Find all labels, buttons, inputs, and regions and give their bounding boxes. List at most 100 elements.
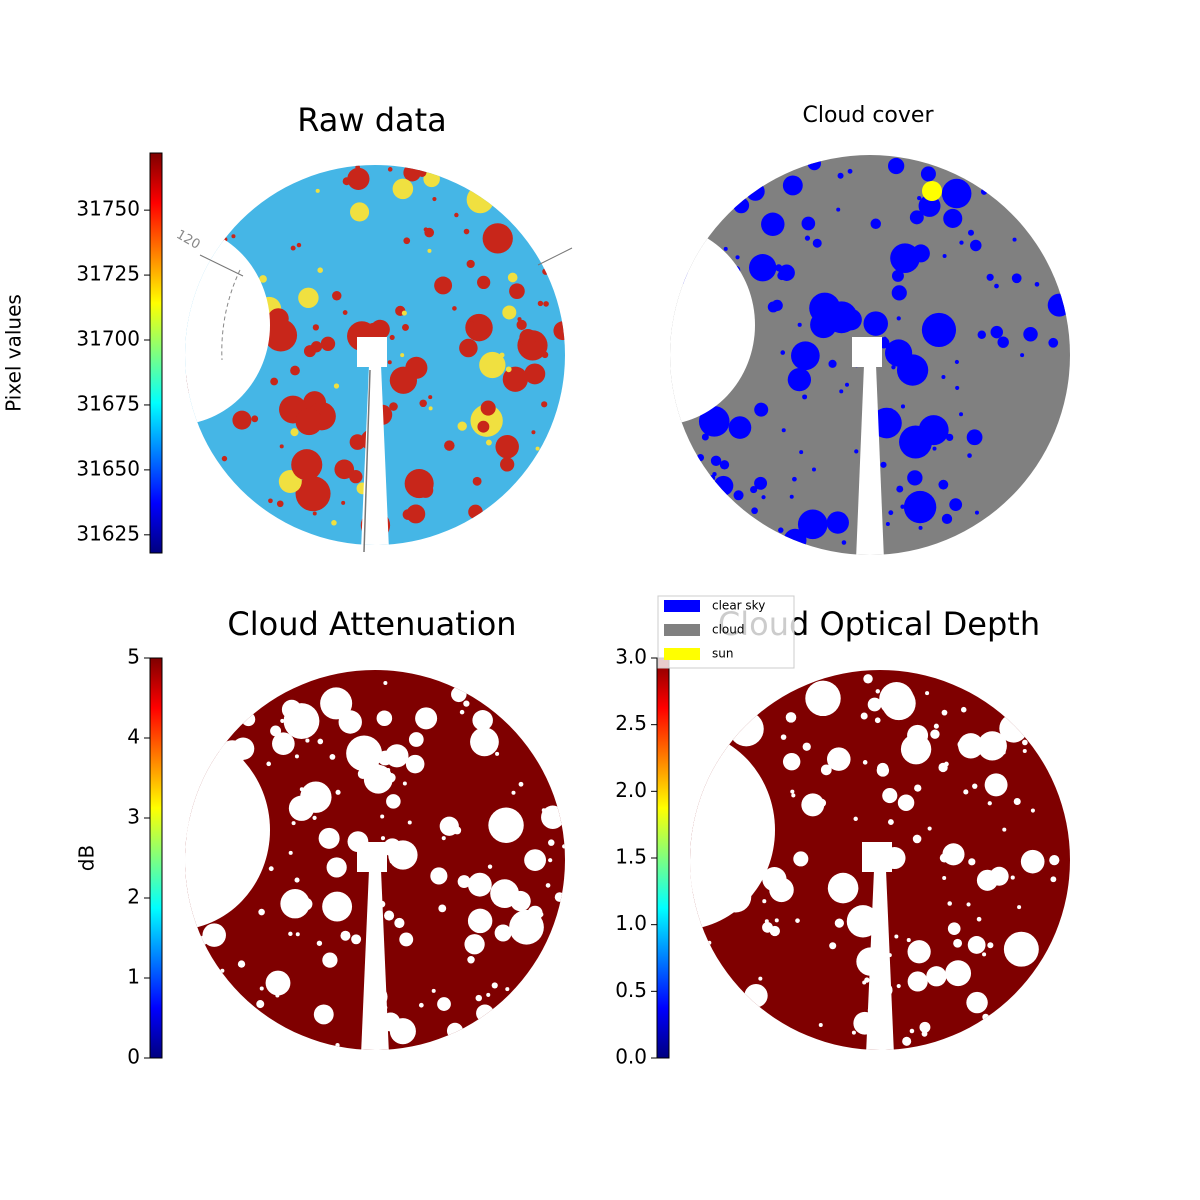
- blob: [754, 476, 768, 490]
- blob: [782, 175, 803, 196]
- blob: [897, 794, 915, 811]
- blob: [791, 793, 796, 798]
- blob: [342, 310, 348, 315]
- mask: [852, 337, 882, 367]
- blob: [510, 890, 531, 912]
- blob: [505, 366, 512, 373]
- blob: [491, 982, 498, 989]
- blob: [317, 738, 324, 745]
- legend-label: cloud: [712, 623, 745, 637]
- blob: [386, 768, 391, 773]
- blob: [288, 795, 315, 821]
- blob: [921, 312, 957, 348]
- blob: [846, 905, 880, 938]
- mask: [185, 730, 270, 930]
- blob: [470, 727, 499, 757]
- blob: [761, 212, 785, 237]
- blob: [871, 407, 902, 439]
- blob: [945, 960, 972, 987]
- blob: [966, 429, 983, 446]
- blob: [499, 880, 512, 894]
- blob: [232, 410, 252, 430]
- blob: [769, 877, 794, 903]
- blob: [317, 267, 323, 273]
- blob: [1022, 739, 1028, 746]
- blob: [710, 455, 722, 467]
- blob: [479, 351, 506, 379]
- legend-swatch: [664, 648, 700, 660]
- blob: [1012, 237, 1017, 242]
- blob: [446, 1022, 464, 1039]
- mask: [690, 730, 775, 930]
- colorbar-label: Pixel values: [2, 294, 26, 412]
- blob: [881, 686, 916, 721]
- blob: [867, 697, 882, 712]
- blob: [888, 510, 894, 516]
- legend-label: clear sky: [712, 599, 765, 613]
- blob: [762, 899, 767, 904]
- blob: [970, 239, 982, 252]
- blob: [518, 781, 524, 787]
- blob: [1020, 353, 1025, 358]
- legend: clear sky cloud sun: [657, 595, 795, 669]
- blob: [780, 350, 786, 355]
- blob: [466, 186, 494, 214]
- blob: [259, 275, 267, 283]
- blob: [945, 433, 954, 442]
- blob: [1001, 750, 1006, 755]
- blob: [266, 761, 272, 767]
- blob: [548, 858, 553, 863]
- blob: [454, 212, 459, 218]
- blob: [863, 674, 873, 684]
- blob: [744, 984, 768, 1008]
- blob: [860, 712, 868, 720]
- blob: [941, 178, 972, 209]
- blob: [291, 821, 296, 826]
- blob: [488, 807, 524, 843]
- blob: [258, 908, 265, 916]
- blob: [982, 952, 987, 957]
- blob: [418, 1002, 424, 1008]
- blob: [401, 323, 409, 331]
- blob: [279, 444, 284, 449]
- blob: [839, 389, 844, 394]
- blob: [698, 406, 730, 437]
- blob: [802, 394, 808, 400]
- blob: [994, 283, 999, 289]
- blob: [804, 235, 811, 241]
- blob: [890, 243, 920, 274]
- blob: [789, 494, 794, 499]
- blob: [919, 1021, 931, 1033]
- blob: [701, 433, 709, 441]
- blob: [288, 850, 293, 855]
- blob: [527, 905, 543, 921]
- blob: [870, 218, 881, 230]
- blob: [265, 970, 291, 996]
- blob: [882, 336, 887, 341]
- blob: [389, 402, 398, 411]
- blob: [1047, 293, 1070, 317]
- blob: [545, 883, 551, 888]
- blob: [341, 500, 346, 505]
- blob: [735, 255, 740, 260]
- blob: [221, 455, 228, 462]
- blob: [874, 717, 881, 724]
- blob: [990, 325, 1003, 339]
- blob: [320, 687, 353, 720]
- blob: [406, 504, 426, 524]
- blob: [299, 787, 304, 792]
- blob: [432, 196, 437, 202]
- blob: [987, 801, 992, 806]
- blob: [799, 450, 804, 455]
- blob: [802, 742, 811, 751]
- blob: [541, 808, 546, 813]
- blob: [795, 918, 800, 923]
- blob: [270, 377, 279, 386]
- blob: [820, 764, 832, 776]
- blob: [554, 892, 565, 902]
- blob: [451, 686, 467, 703]
- blob: [778, 527, 784, 533]
- blob: [723, 246, 728, 251]
- blob: [1030, 808, 1035, 813]
- blob: [1022, 748, 1027, 754]
